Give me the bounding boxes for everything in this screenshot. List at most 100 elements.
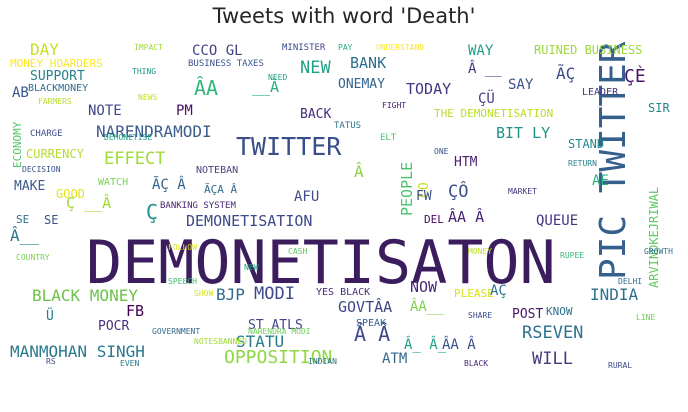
cloud-word: LEADER <box>582 87 619 98</box>
cloud-word: NOTEBAN <box>196 165 239 176</box>
cloud-word: STATU <box>236 332 285 351</box>
cloud-word: SPEECH <box>168 277 197 286</box>
cloud-word: SUPPORT <box>30 69 85 84</box>
cloud-word: BLACK <box>464 359 489 368</box>
cloud-word: BLACKMONEY <box>28 83 89 94</box>
cloud-word: DEMONETISATON <box>86 228 556 298</box>
cloud-word: YES BLACK <box>316 287 371 298</box>
cloud-word: UNDERSTAND <box>376 43 425 52</box>
cloud-word: OPPOSITION <box>224 347 333 368</box>
cloud-word: DECISION <box>22 165 61 174</box>
cloud-word: HTM <box>454 155 478 170</box>
cloud-word: PAY <box>338 43 353 52</box>
cloud-word: BLACK MONEY <box>32 286 138 305</box>
cloud-word: CURRENCY <box>26 147 84 161</box>
cloud-word: ONEMAY <box>338 77 385 92</box>
cloud-word: FARMERS <box>38 97 72 106</box>
cloud-word: FIGHT <box>382 101 407 110</box>
cloud-word: STAND <box>568 137 605 151</box>
cloud-word: SPEAK <box>356 318 387 329</box>
cloud-word: GROWTH <box>644 247 673 256</box>
cloud-word: NOW <box>410 278 438 296</box>
cloud-word: INDIA <box>590 285 639 304</box>
cloud-word: BIT LY <box>496 124 551 142</box>
cloud-word: DEMONETISE <box>104 133 153 142</box>
cloud-word: QUEUE <box>536 213 579 229</box>
cloud-word: NEW <box>300 58 331 78</box>
cloud-word: SHARE <box>468 311 493 320</box>
cloud-word: NARENDRAMODI <box>96 122 212 141</box>
cloud-word: __Â <box>252 78 280 96</box>
cloud-word: ARVINDKEJRIWAL <box>647 186 661 288</box>
cloud-word: SE <box>16 213 30 226</box>
cloud-word: CASH <box>288 247 308 256</box>
cloud-word: CHARGE <box>30 129 63 139</box>
cloud-word: COUNTRY <box>16 253 50 262</box>
cloud-word: TODAY <box>406 80 452 98</box>
cloud-word: GOVTÂA <box>338 298 393 316</box>
cloud-word: SE <box>44 213 59 227</box>
cloud-word: MONEY <box>468 247 493 256</box>
cloud-word: ONE <box>434 147 449 156</box>
cloud-word: WILL <box>532 349 573 369</box>
cloud-word: Ç <box>146 200 159 224</box>
cloud-word: ÇÔ <box>448 182 469 202</box>
cloud-word: ÇÜ <box>478 91 495 107</box>
cloud-word: ÂA <box>194 76 219 100</box>
cloud-word: MAKE <box>14 179 46 194</box>
cloud-word: RSEVEN <box>522 323 584 343</box>
cloud-word: SAY <box>508 77 534 93</box>
cloud-word: THING <box>132 67 157 76</box>
cloud-word: NEED <box>268 73 288 82</box>
cloud-word: ÂA__ <box>410 299 444 315</box>
cloud-word: RETURN <box>568 159 597 168</box>
cloud-word: AÇ <box>490 283 507 299</box>
cloud-word: TATUS <box>334 121 362 131</box>
cloud-word: ÂA Â <box>442 337 476 353</box>
cloud-word: RUPEE <box>560 251 585 260</box>
cloud-word: BANK <box>350 54 387 72</box>
cloud-word: FOLLOW <box>168 243 197 252</box>
cloud-word: KNOW <box>546 305 573 318</box>
cloud-word: ÂA Â <box>448 208 485 226</box>
cloud-word: IMPACT <box>134 43 163 52</box>
cloud-word: MONEY HOARDERS <box>10 57 103 70</box>
cloud-word: ATM <box>382 351 408 367</box>
cloud-word: ÃÇA Â <box>204 183 238 196</box>
cloud-word: ELT <box>380 133 397 143</box>
cloud-word: Â __ <box>468 61 502 77</box>
cloud-word: Ü <box>46 309 54 324</box>
cloud-word: PLEASE <box>454 287 494 300</box>
cloud-word: SHOW <box>194 289 214 298</box>
cloud-word: AE <box>592 173 609 189</box>
cloud-word: DELHI <box>618 277 643 286</box>
cloud-word: PM <box>176 103 193 119</box>
cloud-word: BUSINESS TAXES <box>188 59 264 69</box>
cloud-word: DAY <box>30 40 59 59</box>
cloud-word: PEOPLE <box>398 161 416 216</box>
cloud-word: DEL <box>424 213 444 226</box>
cloud-word: ST ATLS <box>248 318 303 333</box>
cloud-word: ECONOMY <box>11 121 24 168</box>
cloud-word: Â__ <box>10 226 39 245</box>
cloud-word: FW <box>416 189 432 204</box>
cloud-word: BJP <box>216 285 245 304</box>
cloud-word: Â_ Â_ <box>404 337 447 353</box>
cloud-word: NOTE <box>88 103 122 119</box>
cloud-word: TWITTER <box>236 132 342 161</box>
cloud-word: AB <box>12 85 29 101</box>
cloud-word: THE DEMONETISATION <box>434 107 554 120</box>
cloud-word: LINE <box>636 313 656 322</box>
cloud-word: BANKING SYSTEM <box>160 201 236 211</box>
cloud-word: ÃÇ <box>556 64 576 83</box>
cloud-word: POCR <box>98 319 130 334</box>
cloud-word: FB <box>126 302 145 320</box>
cloud-word: RS <box>46 357 56 366</box>
cloud-word: Â Â <box>354 322 391 346</box>
cloud-word: EFFECT <box>104 149 166 169</box>
cloud-word: MINISTER <box>282 43 326 53</box>
cloud-word: GOVERNMENT <box>152 327 201 336</box>
cloud-word: MARKET <box>508 187 537 196</box>
cloud-word: NEW <box>244 263 259 272</box>
cloud-word: MANMOHAN SINGH <box>10 342 145 361</box>
